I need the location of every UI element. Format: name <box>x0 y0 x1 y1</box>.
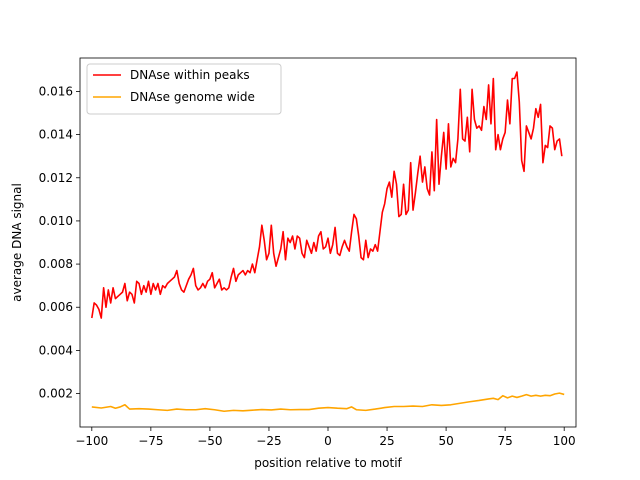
x-tick-label: 0 <box>324 434 332 448</box>
series-line-dnase-genome-wide <box>91 392 565 413</box>
y-axis-label: average DNA signal <box>10 183 24 302</box>
series-line-dnase-within-peaks <box>91 71 563 319</box>
y-tick-label: 0.006 <box>39 300 73 314</box>
legend: DNAse within peaks DNAse genome wide <box>86 63 282 115</box>
y-tick-label: 0.004 <box>39 343 73 357</box>
legend-label-dnase-within-peaks: DNAse within peaks <box>130 68 250 82</box>
y-tick-label: 0.016 <box>39 84 73 98</box>
y-tick-label: 0.014 <box>39 128 73 142</box>
x-tick-label: −75 <box>138 434 163 448</box>
x-tick-label: 100 <box>553 434 576 448</box>
x-axis-ticks: −100 −75 −50 −25 0 25 50 75 100 <box>75 427 576 448</box>
legend-box <box>86 63 282 115</box>
y-axis-ticks: 0.002 0.004 0.006 0.008 0.010 0.012 0.014 0.016 <box>39 84 80 401</box>
x-tick-label: 75 <box>498 434 513 448</box>
y-tick-label: 0.010 <box>39 214 73 228</box>
y-tick-label: 0.012 <box>39 171 73 185</box>
legend-label-dnase-genome-wide: DNAse genome wide <box>130 90 255 104</box>
series-layer <box>91 71 565 413</box>
x-tick-label: 25 <box>379 434 394 448</box>
x-tick-label: −100 <box>75 434 108 448</box>
x-tick-label: −25 <box>256 434 281 448</box>
x-axis-label: position relative to motif <box>254 456 402 470</box>
x-tick-label: −50 <box>197 434 222 448</box>
x-tick-label: 50 <box>438 434 453 448</box>
y-tick-label: 0.008 <box>39 257 73 271</box>
y-tick-label: 0.002 <box>39 387 73 401</box>
